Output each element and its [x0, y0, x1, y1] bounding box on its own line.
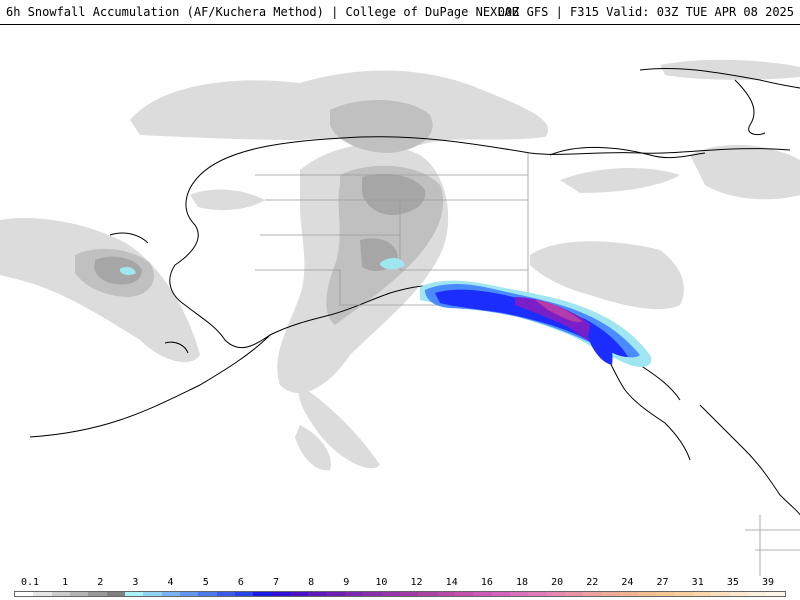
scale-swatch [381, 592, 400, 596]
scale-tick-label: 12 [410, 577, 423, 588]
scale-swatch [509, 592, 529, 596]
scale-tick-label: 20 [551, 577, 564, 588]
scale-swatch [583, 592, 602, 596]
scale-swatch [601, 592, 620, 596]
scale-tick-label: 7 [272, 577, 280, 588]
scale-swatch [253, 592, 272, 596]
scale-swatch [711, 592, 730, 596]
scale-swatch [491, 592, 510, 596]
scale-swatch [748, 592, 767, 596]
scale-swatch [564, 592, 584, 596]
scale-tick-label: 9 [343, 577, 350, 588]
scale-tick-label: 39 [761, 577, 775, 588]
scale-swatch [436, 592, 455, 596]
color-scale: 0.1 1 2 3 4 5 6 7 8 9 10 12 14 16 18 20 22 24 27 31 35 39 [0, 576, 800, 600]
model-valid-time: 00Z GFS | F315 Valid: 03Z TUE APR 08 202… [497, 5, 794, 19]
scale-tick-label: 1 [62, 577, 69, 588]
scale-swatch [619, 592, 639, 596]
map-canvas [0, 25, 800, 576]
scale-swatch [271, 592, 290, 596]
scale-swatch [344, 592, 364, 596]
scale-tick-label: 27 [656, 577, 669, 588]
scale-tick-label: 24 [621, 577, 634, 588]
scale-swatch [161, 592, 180, 596]
scale-swatch [454, 592, 474, 596]
scale-tick-label: 5 [202, 577, 209, 588]
scale-swatch [33, 592, 52, 596]
product-title: 6h Snowfall Accumulation (AF/Kuchera Met… [6, 5, 519, 19]
scale-tick-label: 3 [132, 577, 139, 588]
scale-swatch [216, 592, 235, 596]
scale-swatch [674, 592, 694, 596]
scale-swatch [88, 592, 107, 596]
scale-swatch [656, 592, 675, 596]
scale-swatch [363, 592, 382, 596]
scale-swatch [15, 592, 34, 596]
snow-band-heavy [120, 257, 652, 367]
scale-tick-label: 0.1 [20, 577, 40, 588]
scale-swatch [766, 592, 785, 596]
scale-tick-label: 8 [308, 577, 315, 588]
scale-swatch [418, 592, 437, 596]
scale-tick-label: 31 [691, 577, 704, 588]
scale-swatch [546, 592, 565, 596]
boundaries [255, 153, 800, 576]
scale-swatch [528, 592, 547, 596]
scale-tick-label: 4 [167, 577, 174, 588]
scale-swatch [179, 592, 199, 596]
scale-swatch [106, 592, 125, 596]
scale-swatch [638, 592, 657, 596]
scale-labels: 0.1 1 2 3 4 5 6 7 8 9 10 12 14 16 18 20 22 24 27 31 35 39 [0, 576, 800, 590]
scale-swatch [473, 592, 492, 596]
scale-tick-label: 2 [97, 577, 104, 588]
scale-tick-label: 14 [445, 577, 458, 588]
scale-swatch [308, 592, 327, 596]
scale-swatch [693, 592, 712, 596]
scale-tick-label: 16 [480, 577, 493, 588]
scale-swatch [399, 592, 419, 596]
scale-swatch [124, 592, 144, 596]
scale-swatch [729, 592, 749, 596]
snowfall-map [0, 25, 800, 576]
scale-swatch [69, 592, 89, 596]
scale-swatch [234, 592, 254, 596]
scale-swatch [198, 592, 217, 596]
scale-tick-label: 10 [375, 577, 388, 588]
scale-tick-label: 35 [726, 577, 739, 588]
scale-bar [14, 591, 786, 597]
scale-tick-label: 22 [586, 577, 599, 588]
scale-swatch [289, 592, 309, 596]
scale-tick-label: 6 [237, 577, 244, 588]
header-bar: 6h Snowfall Accumulation (AF/Kuchera Met… [0, 0, 800, 25]
scale-swatch [143, 592, 162, 596]
scale-swatch [51, 592, 70, 596]
scale-tick-label: 18 [515, 577, 529, 588]
scale-swatch [326, 592, 345, 596]
